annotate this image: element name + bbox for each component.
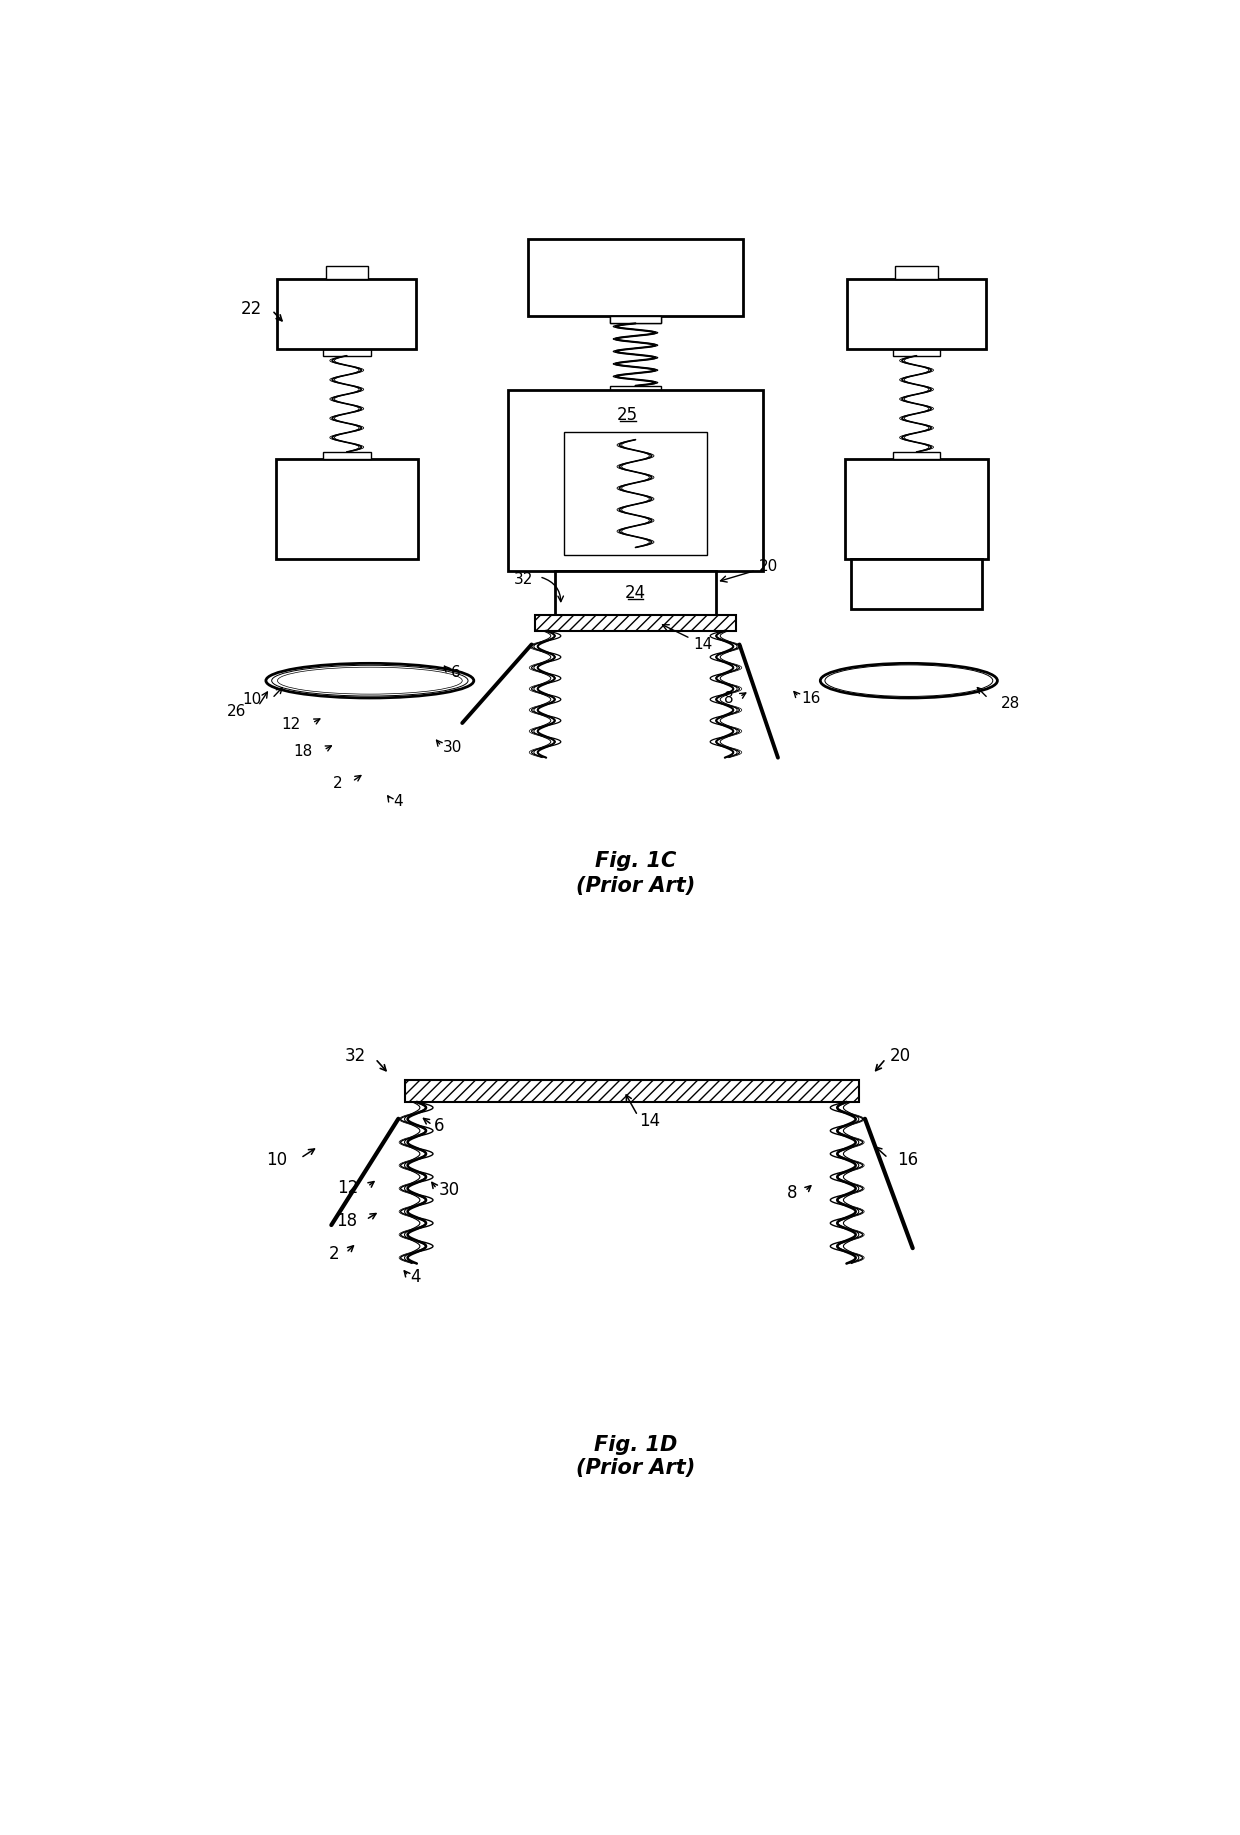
Text: 22: 22 bbox=[241, 299, 262, 317]
Text: 2: 2 bbox=[334, 776, 343, 791]
Bar bbox=[893, 349, 940, 356]
Bar bbox=[278, 279, 417, 349]
Bar bbox=[851, 560, 982, 609]
Text: 32: 32 bbox=[345, 1046, 366, 1064]
Text: 6: 6 bbox=[450, 666, 460, 681]
Bar bbox=[536, 615, 735, 631]
Bar bbox=[508, 389, 763, 571]
Text: 14: 14 bbox=[662, 624, 713, 651]
Text: 32: 32 bbox=[515, 573, 533, 587]
Bar bbox=[895, 266, 937, 279]
Bar bbox=[610, 385, 661, 393]
Text: Fig. 1C: Fig. 1C bbox=[595, 851, 676, 872]
Bar bbox=[610, 316, 661, 323]
Text: 14: 14 bbox=[640, 1112, 661, 1130]
Text: 20: 20 bbox=[720, 560, 777, 582]
Bar bbox=[404, 1081, 859, 1101]
Text: 18: 18 bbox=[336, 1213, 357, 1229]
Text: 12: 12 bbox=[281, 717, 300, 732]
Text: 16: 16 bbox=[801, 690, 821, 706]
Ellipse shape bbox=[265, 662, 474, 697]
Text: Fig. 1D: Fig. 1D bbox=[594, 1435, 677, 1455]
Bar bbox=[893, 451, 940, 459]
Text: 30: 30 bbox=[439, 1182, 460, 1200]
Text: 24: 24 bbox=[625, 584, 646, 602]
Text: 10: 10 bbox=[267, 1151, 288, 1169]
Ellipse shape bbox=[278, 668, 463, 694]
Bar bbox=[846, 459, 988, 560]
Ellipse shape bbox=[825, 664, 993, 697]
Text: (Prior Art): (Prior Art) bbox=[575, 1457, 696, 1477]
Bar bbox=[847, 279, 986, 349]
Text: 4: 4 bbox=[393, 795, 403, 809]
Bar bbox=[564, 431, 707, 556]
Text: 16: 16 bbox=[898, 1151, 919, 1169]
Text: 20: 20 bbox=[889, 1046, 910, 1064]
Text: (Prior Art): (Prior Art) bbox=[575, 877, 696, 895]
Bar bbox=[326, 266, 368, 279]
Text: 28: 28 bbox=[1001, 695, 1021, 712]
Bar bbox=[275, 459, 418, 560]
Bar bbox=[610, 316, 661, 323]
Ellipse shape bbox=[821, 662, 997, 697]
Ellipse shape bbox=[272, 666, 467, 695]
Text: 6: 6 bbox=[434, 1118, 444, 1136]
Text: 8: 8 bbox=[786, 1184, 797, 1202]
Bar bbox=[322, 451, 371, 459]
Text: 12: 12 bbox=[337, 1180, 358, 1196]
Bar bbox=[554, 571, 717, 615]
Bar bbox=[528, 239, 743, 316]
Text: 10: 10 bbox=[243, 692, 262, 708]
Bar bbox=[322, 349, 371, 356]
Text: 2: 2 bbox=[329, 1246, 339, 1262]
Text: 25: 25 bbox=[618, 406, 639, 424]
Text: 30: 30 bbox=[443, 740, 463, 756]
Text: 4: 4 bbox=[410, 1268, 422, 1286]
Text: 18: 18 bbox=[293, 743, 312, 760]
Text: 26: 26 bbox=[227, 705, 247, 719]
Text: 8: 8 bbox=[724, 690, 734, 706]
